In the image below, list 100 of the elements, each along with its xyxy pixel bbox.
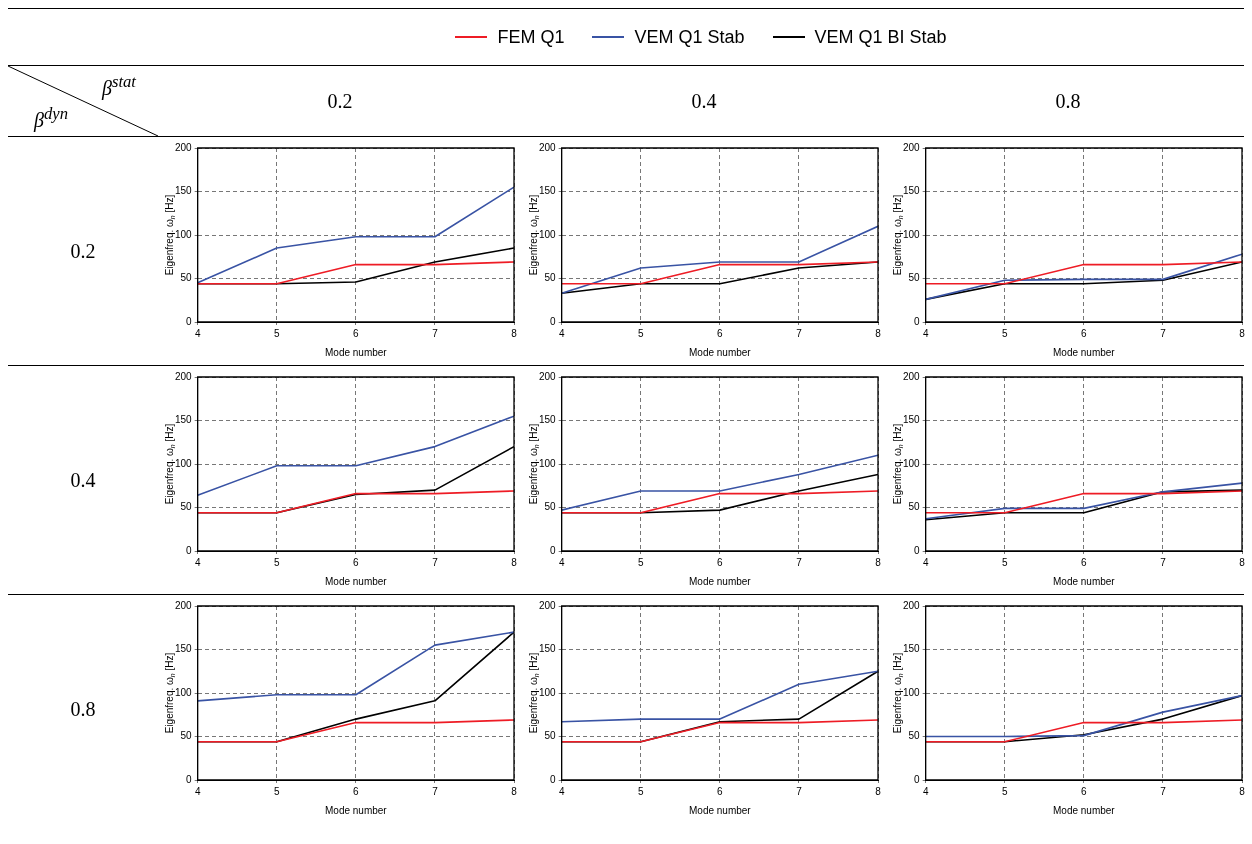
x-tick-label: 8	[511, 556, 518, 568]
text: 0.4	[70, 468, 96, 492]
x-axis-title: Mode number	[1052, 804, 1116, 816]
x-tick-label: 5	[637, 556, 644, 568]
y-tick-label: 150	[539, 185, 557, 197]
y-tick-label: 0	[914, 544, 921, 556]
y-tick-label: 50	[180, 730, 193, 742]
y-tick-label: 100	[539, 228, 557, 240]
x-tick-label: 6	[717, 785, 724, 797]
x-tick-label: 6	[717, 556, 724, 568]
x-tick-label: 7	[1160, 327, 1167, 339]
x-tick-label: 5	[1001, 556, 1008, 568]
y-tick-label: 100	[539, 686, 557, 698]
x-tick-label: 4	[922, 785, 929, 797]
x-tick-label: 7	[432, 785, 439, 797]
x-tick-label: 6	[353, 327, 360, 339]
y-tick-label: 200	[903, 370, 921, 382]
y-tick-label: 200	[175, 141, 193, 153]
y-tick-label: 150	[903, 185, 921, 197]
y-tick-label: 50	[544, 272, 557, 284]
x-tick-label: 8	[1239, 327, 1246, 339]
x-tick-label: 7	[432, 556, 439, 568]
x-tick-label: 7	[796, 327, 803, 339]
text: β$^{stat}$	[101, 72, 136, 99]
y-tick-label: 0	[914, 773, 921, 785]
x-tick-label: 4	[194, 785, 201, 797]
text: β$^{dyn}$	[34, 104, 69, 131]
x-tick-label: 5	[273, 556, 280, 568]
y-tick-label: 100	[903, 457, 921, 469]
y-tick-label: 100	[175, 457, 193, 469]
y-tick-label: 200	[539, 370, 557, 382]
x-tick-label: 4	[194, 556, 201, 568]
x-tick-label: 6	[717, 327, 724, 339]
y-tick-label: 50	[908, 730, 921, 742]
y-tick-label: 50	[544, 730, 557, 742]
y-tick-label: 100	[175, 228, 193, 240]
x-tick-label: 7	[1160, 785, 1167, 797]
x-tick-label: 7	[796, 556, 803, 568]
x-axis-title: Mode number	[324, 346, 388, 358]
y-tick-label: 50	[908, 272, 921, 284]
text: 0.2	[327, 89, 353, 113]
x-tick-label: 5	[637, 785, 644, 797]
y-tick-label: 0	[550, 315, 557, 327]
x-tick-label: 7	[432, 327, 439, 339]
y-tick-label: 150	[175, 185, 193, 197]
y-tick-label: 200	[175, 599, 193, 611]
y-tick-label: 100	[903, 686, 921, 698]
y-tick-label: 100	[539, 457, 557, 469]
x-axis-title: Mode number	[688, 346, 752, 358]
legend-label: VEM Q1 Stab	[634, 26, 745, 48]
x-tick-label: 4	[194, 327, 201, 339]
x-tick-label: 8	[511, 785, 518, 797]
y-tick-label: 100	[903, 228, 921, 240]
y-tick-label: 150	[175, 643, 193, 655]
y-tick-label: 0	[186, 773, 193, 785]
y-tick-label: 150	[175, 414, 193, 426]
x-tick-label: 8	[1239, 785, 1246, 797]
x-tick-label: 4	[558, 785, 565, 797]
x-tick-label: 6	[1081, 327, 1088, 339]
y-tick-label: 200	[539, 599, 557, 611]
y-tick-label: 150	[903, 414, 921, 426]
text: 0.4	[691, 89, 717, 113]
y-tick-label: 150	[539, 643, 557, 655]
x-axis-title: Mode number	[1052, 575, 1116, 587]
legend-label: VEM Q1 BI Stab	[814, 26, 947, 48]
x-axis-title: Mode number	[324, 804, 388, 816]
text: 0.8	[1055, 89, 1081, 113]
x-tick-label: 8	[511, 327, 518, 339]
x-tick-label: 8	[875, 785, 882, 797]
text: 0.8	[70, 697, 96, 721]
x-tick-label: 7	[1160, 556, 1167, 568]
x-tick-label: 8	[1239, 556, 1246, 568]
x-axis-title: Mode number	[1052, 346, 1116, 358]
x-axis-title: Mode number	[688, 804, 752, 816]
y-tick-label: 150	[903, 643, 921, 655]
x-tick-label: 7	[796, 785, 803, 797]
x-tick-label: 5	[273, 327, 280, 339]
y-tick-label: 50	[544, 501, 557, 513]
y-tick-label: 0	[914, 315, 921, 327]
x-axis-title: Mode number	[324, 575, 388, 587]
x-tick-label: 5	[1001, 785, 1008, 797]
y-tick-label: 200	[903, 141, 921, 153]
x-tick-label: 4	[558, 556, 565, 568]
x-tick-label: 4	[922, 327, 929, 339]
y-tick-label: 0	[550, 773, 557, 785]
y-tick-label: 150	[539, 414, 557, 426]
x-tick-label: 6	[1081, 556, 1088, 568]
x-tick-label: 8	[875, 556, 882, 568]
y-tick-label: 0	[186, 315, 193, 327]
x-tick-label: 6	[353, 556, 360, 568]
x-tick-label: 5	[1001, 327, 1008, 339]
x-tick-label: 4	[922, 556, 929, 568]
y-tick-label: 100	[175, 686, 193, 698]
text: 0.2	[70, 239, 96, 263]
x-tick-label: 4	[558, 327, 565, 339]
x-tick-label: 6	[1081, 785, 1088, 797]
y-tick-label: 50	[180, 501, 193, 513]
y-tick-label: 0	[550, 544, 557, 556]
y-tick-label: 200	[903, 599, 921, 611]
y-tick-label: 50	[908, 501, 921, 513]
